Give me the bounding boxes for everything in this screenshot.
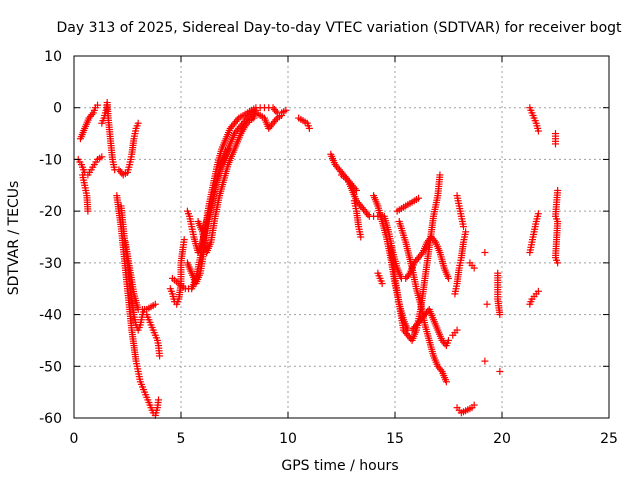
data-point: [364, 211, 372, 219]
data-point: [445, 274, 452, 282]
data-point: [534, 287, 542, 295]
data-point: [88, 111, 96, 119]
grid: [74, 56, 609, 418]
data-point: [244, 118, 252, 126]
data-point: [483, 300, 491, 308]
data-point: [224, 145, 232, 153]
data-point: [445, 336, 452, 344]
data-point: [357, 233, 365, 241]
data-point: [552, 140, 559, 148]
data-point: [470, 264, 478, 272]
data-point: [496, 311, 504, 319]
data-point: [305, 124, 313, 132]
y-tick-label: -60: [39, 411, 62, 427]
data-point: [453, 326, 461, 334]
data-point: [481, 249, 489, 257]
x-tick-label: 10: [279, 431, 297, 447]
y-tick-label: -50: [39, 359, 62, 375]
data-point: [151, 300, 159, 308]
data-point: [534, 127, 542, 135]
data-point: [156, 352, 164, 360]
data-point: [272, 107, 280, 115]
y-tick-label: -30: [39, 256, 62, 272]
data-points: [74, 99, 562, 419]
x-tick-label: 15: [386, 431, 404, 447]
data-point: [134, 119, 142, 127]
data-point: [180, 236, 188, 244]
data-point: [282, 106, 290, 114]
y-axis-label: SDTVAR / TECUs: [6, 181, 22, 296]
data-point: [534, 210, 542, 218]
data-point: [554, 259, 562, 267]
data-point: [94, 101, 102, 109]
data-point: [436, 171, 444, 179]
data-point: [442, 378, 450, 386]
x-tick-label: 0: [70, 431, 79, 447]
data-point: [98, 153, 106, 161]
y-tick-label: 0: [53, 101, 62, 117]
y-tick-label: -10: [39, 152, 62, 168]
data-point: [417, 250, 425, 258]
y-tick-label: -20: [39, 204, 62, 220]
data-point: [378, 280, 386, 288]
data-point: [496, 367, 504, 375]
y-tick-labels: 10 0 -10 -20 -30 -40 -50 -60: [39, 49, 62, 427]
chart-title: Day 313 of 2025, Sidereal Day-to-day VTE…: [56, 20, 622, 36]
y-tick-label: -40: [39, 308, 62, 324]
y-tick-label: 10: [44, 49, 62, 65]
plot-frame: [73, 55, 610, 419]
data-point: [459, 223, 467, 231]
x-tick-labels: 0 5 10 15 20 25: [70, 431, 618, 447]
data-point: [462, 228, 470, 236]
data-point: [470, 401, 478, 409]
x-tick-label: 20: [493, 431, 511, 447]
data-point: [481, 357, 489, 365]
data-point: [278, 111, 286, 119]
axis-ticks: [73, 55, 610, 419]
x-tick-label: 5: [177, 431, 186, 447]
x-axis-label: GPS time / hours: [281, 458, 398, 474]
data-point: [437, 366, 445, 374]
data-point: [415, 194, 423, 202]
data-point: [84, 207, 92, 215]
x-tick-label: 25: [600, 431, 618, 447]
data-point: [233, 116, 241, 124]
data-point: [155, 396, 163, 404]
data-point: [272, 116, 280, 124]
